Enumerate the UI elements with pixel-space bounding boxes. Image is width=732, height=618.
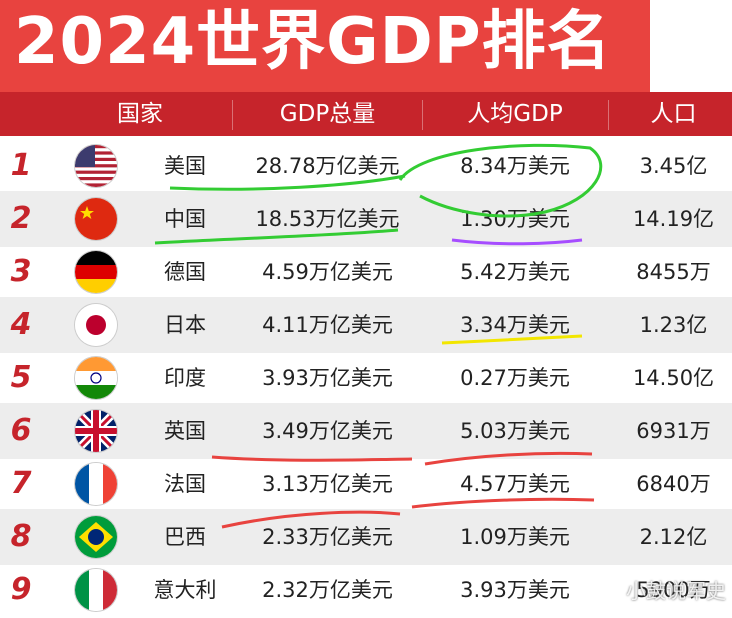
- header-population: 人口: [650, 101, 697, 127]
- gdp-value: 2.32万亿美元: [262, 578, 393, 602]
- rank-number: 7: [10, 466, 32, 501]
- country-name: 中国: [164, 207, 206, 231]
- table-row: 3 德国 4.59万亿美元 5.42万美元 8455万: [0, 244, 732, 300]
- watermark: 小鼓说军史: [626, 579, 726, 603]
- population-value: 1.23亿: [639, 313, 708, 337]
- table-row: 7 法国 3.13万亿美元 4.57万美元 6840万: [0, 456, 732, 512]
- per-capita-value: 5.42万美元: [460, 260, 570, 284]
- country-name: 日本: [164, 313, 206, 337]
- per-capita-value: 0.27万美元: [460, 366, 570, 390]
- uk-flag-icon: [75, 410, 117, 452]
- gdp-value: 4.11万亿美元: [262, 313, 393, 337]
- rank-number: 3: [10, 254, 32, 289]
- population-value: 8455万: [636, 260, 711, 284]
- france-flag-icon: [75, 463, 117, 505]
- table-row: 8 巴西 2.33万亿美元 1.09万美元 2.12亿: [0, 509, 732, 565]
- header-country: 国家: [117, 101, 163, 127]
- gdp-value: 4.59万亿美元: [262, 260, 393, 284]
- table-row: 5 印度 3.93万亿美元 0.27万美元 14.50亿: [0, 350, 732, 406]
- per-capita-value: 5.03万美元: [460, 419, 570, 443]
- rank-number: 2: [10, 201, 32, 236]
- usa-flag-icon: [75, 145, 117, 187]
- gdp-value: 3.49万亿美元: [262, 419, 393, 443]
- rank-number: 8: [10, 519, 32, 554]
- page-title: 2024世界GDP排名: [14, 5, 612, 79]
- header-gdp: GDP总量: [279, 101, 376, 127]
- per-capita-value: 3.34万美元: [460, 313, 570, 337]
- gdp-value: 2.33万亿美元: [262, 525, 393, 549]
- table-row: 4 日本 4.11万亿美元 3.34万美元 1.23亿: [0, 297, 732, 353]
- brazil-flag-icon: [75, 516, 117, 558]
- per-capita-value: 8.34万美元: [460, 154, 570, 178]
- india-flag-icon: [75, 357, 117, 399]
- country-name: 印度: [164, 366, 206, 390]
- rank-number: 1: [10, 148, 32, 183]
- country-name: 美国: [164, 154, 206, 178]
- country-name: 德国: [164, 260, 206, 284]
- china-flag-icon: [75, 198, 117, 240]
- country-name: 法国: [164, 472, 206, 496]
- gdp-value: 18.53万亿美元: [255, 207, 400, 231]
- italy-flag-icon: [75, 569, 117, 611]
- per-capita-value: 4.57万美元: [460, 472, 570, 496]
- header-per-capita: 人均GDP: [467, 101, 563, 127]
- table-row: 9 意大利 2.32万亿美元 3.93万美元 5900万: [0, 562, 732, 618]
- rank-number: 5: [10, 360, 32, 395]
- country-name: 巴西: [164, 525, 206, 549]
- per-capita-value: 1.30万美元: [460, 207, 570, 231]
- gdp-value: 3.93万亿美元: [262, 366, 393, 390]
- table-row: 1 美国 28.78万亿美元 8.34万美元 3.45亿: [0, 138, 732, 194]
- population-value: 2.12亿: [639, 525, 708, 549]
- population-value: 5900万: [636, 578, 711, 602]
- gdp-value: 3.13万亿美元: [262, 472, 393, 496]
- population-value: 6840万: [636, 472, 711, 496]
- rank-number: 6: [10, 413, 32, 448]
- population-value: 14.50亿: [632, 366, 715, 390]
- population-value: 3.45亿: [639, 154, 708, 178]
- table-row: 2 中国 18.53万亿美元 1.30万美元 14.19亿: [0, 191, 732, 247]
- rank-number: 4: [10, 307, 32, 342]
- rank-number: 9: [10, 572, 32, 607]
- title-banner: 2024世界GDP排名: [0, 0, 650, 92]
- country-name: 英国: [164, 419, 206, 443]
- gdp-value: 28.78万亿美元: [255, 154, 400, 178]
- germany-flag-icon: [75, 251, 117, 293]
- population-value: 6931万: [636, 419, 711, 443]
- per-capita-value: 3.93万美元: [460, 578, 570, 602]
- table-header: 国家 GDP总量 人均GDP 人口: [0, 92, 732, 136]
- japan-flag-icon: [75, 304, 117, 346]
- table-row: 6 英国 3.49万亿美元 5.03万美元 6931万: [0, 403, 732, 459]
- population-value: 14.19亿: [632, 207, 715, 231]
- country-name: 意大利: [153, 578, 217, 602]
- per-capita-value: 1.09万美元: [460, 525, 570, 549]
